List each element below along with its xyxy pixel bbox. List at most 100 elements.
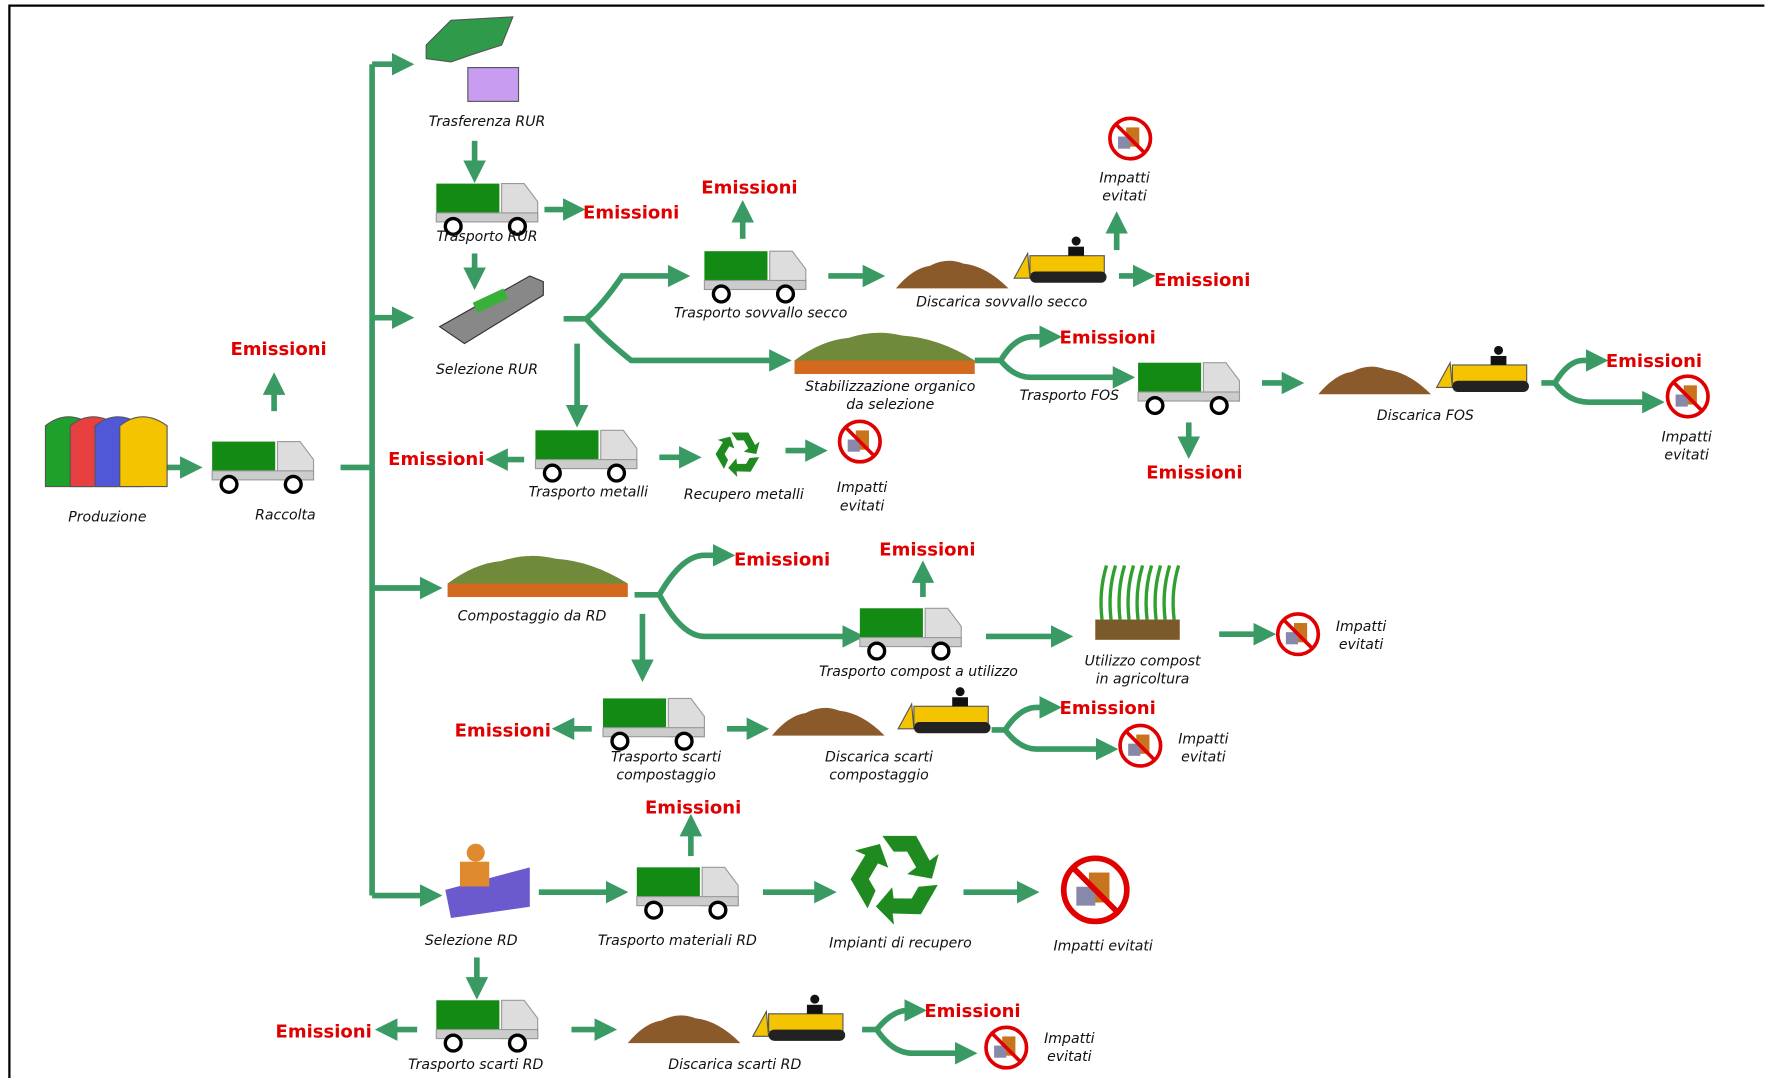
seat [1068, 247, 1084, 256]
pile-base [448, 583, 628, 597]
driver [956, 687, 965, 696]
wheel [285, 476, 301, 492]
node-label: Selezione RD [425, 933, 518, 949]
avoided-impact-label: Impatti [1044, 1031, 1094, 1047]
node-label: Utilizzo compost [1085, 654, 1201, 670]
emission-label: Emissioni [388, 449, 484, 470]
track [1030, 271, 1107, 282]
body [769, 1014, 843, 1032]
transfer-bin [468, 68, 519, 102]
emission-label: Emissioni [276, 1021, 372, 1042]
emission-label: Emissioni [734, 549, 830, 570]
node-label: Produzione [68, 510, 147, 526]
driver [810, 995, 819, 1004]
truck-box [637, 867, 700, 896]
wheel [778, 286, 794, 302]
emission-label: Emissioni [1060, 328, 1156, 349]
emission-label: Emissioni [924, 1001, 1020, 1022]
node-label: Trasporto materiali RD [598, 933, 757, 949]
avoided-impact-label: evitati [1339, 637, 1384, 653]
avoided-impact-label: evitati [1664, 448, 1709, 464]
track [914, 722, 991, 733]
wheel [609, 465, 625, 481]
wheel [445, 1035, 461, 1051]
wheel [1211, 398, 1227, 414]
wheel [221, 476, 237, 492]
field [1095, 620, 1179, 640]
wheel [710, 902, 726, 918]
avoided-impact-label: Impatti [837, 480, 887, 496]
wheel [713, 286, 729, 302]
wheel [544, 465, 560, 481]
node-label: Stabilizzazione organico [805, 379, 975, 395]
emission-label: Emissioni [701, 178, 797, 199]
node-label: Trasferenza RUR [429, 114, 546, 130]
node-label: Impianti di recupero [829, 935, 972, 951]
emission-label: Emissioni [1606, 351, 1702, 372]
emission-label: Emissioni [1060, 698, 1156, 719]
emission-label: Emissioni [1146, 463, 1242, 484]
worker-body [460, 862, 489, 887]
emission-label: Emissioni [583, 203, 679, 224]
node-label: Recupero metalli [684, 487, 804, 503]
emission-label: Emissioni [1154, 270, 1250, 291]
node-label: Trasporto RUR [436, 229, 537, 245]
emission-label: Emissioni [230, 339, 326, 360]
pile-base [795, 360, 975, 374]
seat [952, 697, 968, 706]
node-label: Trasporto compost a utilizzo [819, 664, 1018, 680]
node-label: compostaggio [829, 767, 928, 783]
node-label: Selezione RUR [436, 362, 538, 378]
node-label: da selezione [846, 397, 934, 413]
wheel [1147, 398, 1163, 414]
node-label: Discarica scarti [825, 749, 933, 765]
avoided-impact-label: Impatti [1336, 619, 1386, 635]
emission-label: Emissioni [455, 721, 551, 742]
node-label: Trasporto sovvallo secco [674, 306, 847, 322]
truck-box [1138, 363, 1201, 392]
body [1030, 256, 1104, 274]
avoided-impact-label: evitati [1181, 749, 1226, 765]
node-label: compostaggio [616, 767, 716, 783]
body [1452, 365, 1526, 383]
node-label: in agricoltura [1096, 672, 1190, 688]
truck-box [603, 698, 666, 727]
node-label: Discarica scarti RD [668, 1057, 801, 1073]
wheel [933, 643, 949, 659]
node-label: Trasporto scarti RD [408, 1057, 543, 1073]
node-label: Raccolta [255, 507, 316, 523]
emission-label: Emissioni [879, 539, 975, 560]
node-label: Compostaggio da RD [458, 609, 607, 625]
track [769, 1030, 846, 1041]
node-label: Trasporto FOS [1020, 388, 1119, 404]
truck-box [436, 1000, 499, 1029]
body [914, 706, 988, 724]
avoided-impact-label: Impatti [1178, 731, 1228, 747]
track [1452, 381, 1529, 392]
avoided-impact-label: evitati [1047, 1049, 1092, 1065]
avoided-impact-label: Impatti [1099, 170, 1149, 186]
avoided-impact-label: evitati [840, 498, 885, 514]
truck-box [704, 251, 767, 280]
diagram: Produzione Raccolta Trasferenza RUR Traspor… [0, 0, 1767, 1078]
avoided-impact-label: evitati [1102, 189, 1147, 205]
driver [1494, 346, 1503, 355]
node-label: Discarica sovvallo secco [916, 294, 1087, 310]
truck-box [860, 608, 923, 637]
avoided-impact-label: Impatti [1661, 430, 1711, 446]
node-label: Discarica FOS [1377, 408, 1474, 424]
node-label: Trasporto metalli [529, 485, 649, 501]
seat [807, 1005, 823, 1014]
truck-box [436, 184, 499, 213]
truck-box [212, 442, 275, 471]
wheel [646, 902, 662, 918]
emission-label: Emissioni [645, 797, 741, 818]
wheel [510, 1035, 526, 1051]
wheel [612, 733, 628, 749]
wheel [869, 643, 885, 659]
seat [1491, 356, 1507, 365]
driver [1072, 237, 1081, 246]
wheel [676, 733, 692, 749]
bin-icon [120, 417, 167, 487]
worker-head [467, 844, 485, 862]
